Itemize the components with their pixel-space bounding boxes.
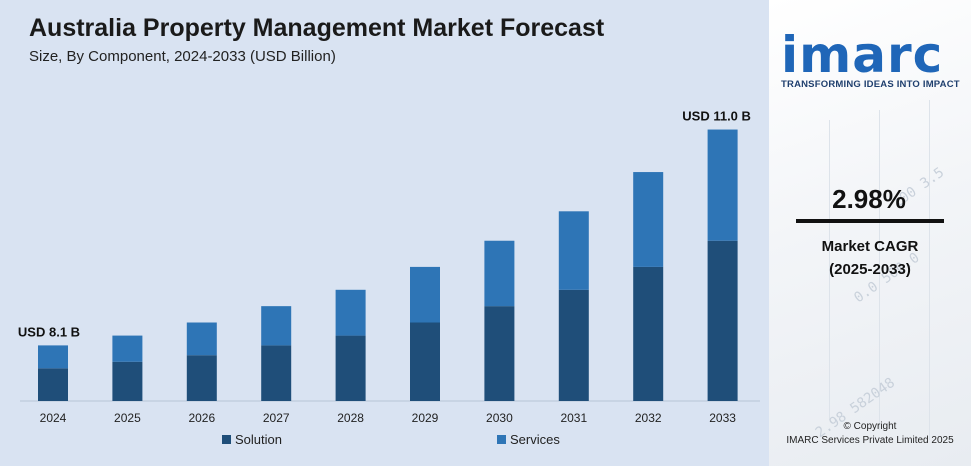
bar-solution-2028 <box>335 335 366 401</box>
cagr-divider <box>796 219 944 223</box>
x-tick-label-2028: 2028 <box>337 411 364 425</box>
bar-solution-2024 <box>38 368 68 401</box>
legend-label-solution: Solution <box>235 432 282 447</box>
x-tick-label-2027: 2027 <box>263 411 290 425</box>
bar-services-2030 <box>484 240 515 307</box>
decorative-grid-line <box>929 100 930 440</box>
cagr-label-line1: Market CAGR <box>821 238 919 255</box>
bar-services-2024 <box>38 345 68 369</box>
legend: Solution Services <box>0 432 769 452</box>
bar-services-2031 <box>558 211 589 290</box>
chart-subtitle: Size, By Component, 2024-2033 (USD Billi… <box>29 48 336 65</box>
cagr-label-line2: (2025-2033) <box>829 261 911 278</box>
legend-label-services: Services <box>510 432 560 447</box>
x-tick-label-2029: 2029 <box>412 411 439 425</box>
legend-item-solution: Solution <box>222 432 282 447</box>
bar-solution-2033 <box>707 240 738 401</box>
bar-solution-2026 <box>186 355 217 401</box>
bar-chart: 2024 2025 2026 2027 2028 2029 2030 2031 2032 2033… <box>18 109 760 425</box>
data-label-2024: USD 8.1 B <box>18 324 80 339</box>
bar-solution-2030 <box>484 306 515 401</box>
copyright-company: IMARC Services Private Limited 2025 <box>786 435 954 446</box>
bar-solution-2032 <box>633 266 664 401</box>
bar-services-2027 <box>261 306 292 346</box>
imarc-logo: imarc <box>781 26 944 84</box>
bar-solution-2027 <box>261 345 292 401</box>
legend-item-services: Services <box>497 432 560 447</box>
x-tick-label-2031: 2031 <box>560 411 587 425</box>
bar-solution-2029 <box>410 322 440 401</box>
logo-tagline: TRANSFORMING IDEAS INTO IMPACT <box>781 79 960 90</box>
bar-services-2028 <box>335 289 366 336</box>
copyright-text: © Copyright <box>843 421 897 432</box>
bar-solution-2025 <box>112 361 143 401</box>
bar-solution-2031 <box>558 289 589 401</box>
x-tick-label-2026: 2026 <box>188 411 215 425</box>
bar-services-2026 <box>186 322 217 356</box>
bar-services-2029 <box>410 266 440 323</box>
bar-services-2025 <box>112 335 143 362</box>
x-tick-label-2025: 2025 <box>114 411 141 425</box>
bar-services-2033 <box>707 129 738 241</box>
x-tick-label-2030: 2030 <box>486 411 513 425</box>
bar-services-2032 <box>633 172 664 267</box>
x-tick-label-2032: 2032 <box>635 411 662 425</box>
x-tick-label-2024: 2024 <box>40 411 67 425</box>
legend-swatch-solution <box>222 435 231 444</box>
legend-swatch-services <box>497 435 506 444</box>
chart-panel: Australia Property Management Market For… <box>0 0 769 466</box>
cagr-label: Market CAGR (2025-2033) <box>796 235 944 281</box>
chart-title: Australia Property Management Market For… <box>29 14 605 42</box>
data-label-2033: USD 11.0 B <box>682 109 751 124</box>
branding-panel: 0.0 500.0 2.98 582048 100 3.5 <box>769 0 971 466</box>
decorative-grid-line <box>829 120 830 420</box>
cagr-value: 2.98% <box>832 184 906 214</box>
decorative-grid-line <box>879 110 880 430</box>
x-tick-label-2033: 2033 <box>709 411 736 425</box>
